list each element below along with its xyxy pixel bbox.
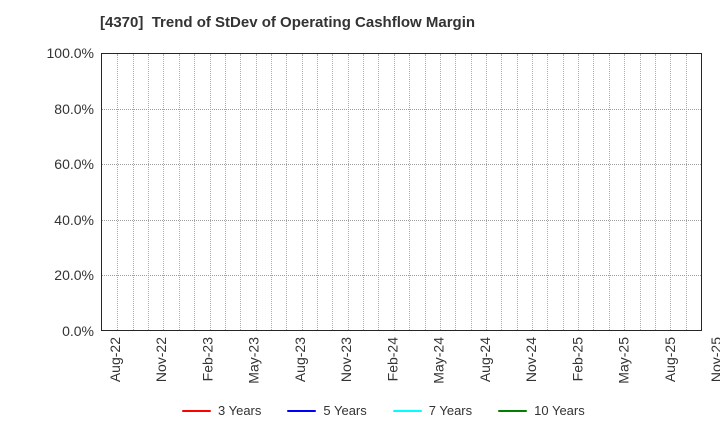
gridline-vertical	[409, 54, 411, 330]
gridline-vertical	[485, 54, 487, 330]
legend-line-swatch	[498, 409, 528, 413]
legend-item: 7 Years	[392, 403, 473, 419]
x-tick-label: Nov-23	[338, 337, 355, 383]
x-tick-label: Aug-23	[291, 337, 308, 383]
legend-line-swatch	[182, 409, 211, 413]
gridline-vertical	[224, 54, 226, 330]
x-tick-label: Nov-22	[153, 337, 170, 383]
gridline-vertical	[562, 54, 564, 330]
x-tick-label: May-25	[615, 337, 632, 384]
gridline-vertical	[178, 54, 180, 330]
x-tick-label: Aug-22	[107, 337, 123, 383]
gridline-vertical	[532, 54, 534, 330]
y-tick-label: 40.0%	[54, 211, 94, 228]
gridline-vertical	[332, 54, 334, 330]
gridline-vertical	[163, 54, 165, 330]
gridline-vertical	[670, 54, 672, 330]
gridline-vertical	[516, 54, 518, 330]
gridline-vertical	[347, 54, 349, 330]
gridline-vertical	[578, 54, 580, 330]
y-tick-label: 20.0%	[54, 267, 94, 284]
gridline-vertical	[270, 54, 272, 330]
gridline-horizontal	[102, 109, 701, 111]
y-tick-label: 80.0%	[54, 100, 94, 117]
gridline-vertical	[547, 54, 549, 330]
gridline-vertical	[424, 54, 426, 330]
gridline-vertical	[654, 54, 656, 330]
x-tick-label: Feb-23	[199, 337, 216, 382]
gridline-vertical	[240, 54, 242, 330]
gridline-vertical	[470, 54, 472, 330]
legend-line-swatch	[287, 409, 317, 413]
x-tick-label: Aug-25	[661, 337, 678, 383]
gridline-vertical	[255, 54, 257, 330]
gridline-vertical	[455, 54, 457, 330]
gridline-vertical	[301, 54, 303, 330]
legend-item: 10 Years	[498, 403, 585, 419]
x-tick-label: Feb-25	[569, 337, 586, 382]
x-tick-label: May-24	[430, 337, 447, 384]
gridline-vertical	[378, 54, 380, 330]
gridline-horizontal	[102, 219, 701, 221]
gridline-vertical	[194, 54, 196, 330]
gridline-vertical	[593, 54, 595, 330]
gridline-vertical	[639, 54, 641, 330]
plot-area	[101, 53, 702, 331]
x-tick-label: Nov-25	[708, 337, 720, 383]
legend-item-label: 7 Years	[428, 403, 473, 418]
x-tick-label: Nov-24	[523, 337, 540, 383]
x-tick-label: Feb-24	[384, 337, 401, 382]
gridline-horizontal	[102, 164, 701, 166]
x-tick-label: Aug-24	[476, 337, 493, 383]
gridline-vertical	[501, 54, 503, 330]
gridline-vertical	[132, 54, 134, 330]
gridline-vertical	[439, 54, 441, 330]
y-tick-label: 60.0%	[54, 156, 94, 173]
gridline-vertical	[317, 54, 319, 330]
legend-item: 3 Years	[182, 403, 261, 419]
gridline-vertical	[148, 54, 150, 330]
legend-line-swatch	[392, 409, 422, 413]
gridline-vertical	[209, 54, 211, 330]
gridline-vertical	[608, 54, 610, 330]
chart-title: [4370] Trend of StDev of Operating Cashf…	[100, 14, 476, 31]
gridline-vertical	[363, 54, 365, 330]
gridline-vertical	[286, 54, 288, 330]
gridline-vertical	[624, 54, 626, 330]
legend: 3 Years 5 Years 7 Years 10 Years	[182, 403, 585, 419]
legend-item-label: 3 Years	[218, 403, 262, 418]
gridline-vertical	[393, 54, 395, 330]
y-tick-label: 100.0%	[46, 45, 94, 61]
gridline-vertical	[117, 54, 119, 330]
y-tick-label: 0.0%	[62, 323, 94, 339]
x-tick-label: May-23	[245, 337, 262, 384]
legend-item: 5 Years	[287, 403, 367, 419]
legend-item-label: 10 Years	[534, 403, 585, 418]
legend-item-label: 5 Years	[323, 403, 367, 418]
gridline-vertical	[685, 54, 687, 330]
gridline-horizontal	[102, 274, 701, 276]
